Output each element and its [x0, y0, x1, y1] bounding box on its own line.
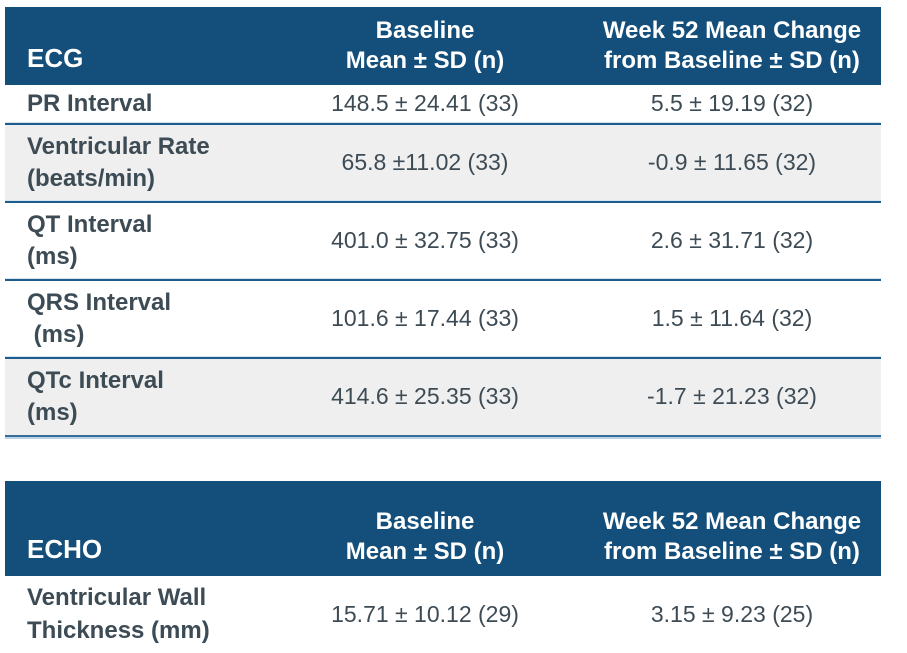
col-header-week52-change: Week 52 Mean Change from Baseline ± SD (… — [602, 16, 862, 75]
week52-value: 1.5 ± 11.64 (32) — [651, 305, 813, 332]
row-label: Ventricular Rate (beats/min) — [27, 132, 210, 192]
ecg-table: ECG Baseline Mean ± SD (n) Week 52 Mean … — [5, 7, 881, 437]
table-row: QRS Interval (ms) 101.6 ± 17.44 (33) 1.5… — [5, 279, 881, 357]
row-label: QRS Interval (ms) — [27, 288, 172, 348]
baseline-value: 148.5 ± 24.41 (33) — [331, 90, 519, 117]
row-label: QT Interval (ms) — [27, 210, 153, 270]
ecg-table-header: ECG Baseline Mean ± SD (n) Week 52 Mean … — [5, 7, 881, 85]
col-header-baseline: Baseline Mean ± SD (n) — [345, 507, 505, 566]
echo-table-header: ECHO Baseline Mean ± SD (n) Week 52 Mean… — [5, 481, 881, 576]
baseline-value: 401.0 ± 32.75 (33) — [331, 227, 519, 254]
table-row: PR Interval 148.5 ± 24.41 (33) 5.5 ± 19.… — [5, 85, 881, 123]
table-row: Ventricular Wall Thickness (mm) 15.71 ± … — [5, 576, 881, 653]
week52-value: 5.5 ± 19.19 (32) — [650, 90, 814, 117]
week52-value: 3.15 ± 9.23 (25) — [650, 600, 814, 627]
echo-table: ECHO Baseline Mean ± SD (n) Week 52 Mean… — [5, 481, 881, 653]
baseline-value: 414.6 ± 25.35 (33) — [331, 383, 519, 410]
baseline-value: 65.8 ±11.02 (33) — [341, 149, 509, 176]
week52-value: 2.6 ± 31.71 (32) — [650, 227, 814, 254]
table-row: Ventricular Rate (beats/min) 65.8 ±11.02… — [5, 123, 881, 201]
table-row: QT Interval (ms) 401.0 ± 32.75 (33) 2.6 … — [5, 201, 881, 279]
col-header-week52-change: Week 52 Mean Change from Baseline ± SD (… — [602, 507, 862, 566]
table-row: QTc Interval (ms) 414.6 ± 25.35 (33) -1.… — [5, 357, 881, 435]
ecg-table-title: ECG — [27, 42, 84, 73]
week52-value: -0.9 ± 11.65 (32) — [647, 149, 817, 176]
baseline-value: 15.71 ± 10.12 (29) — [331, 600, 519, 627]
row-label: QTc Interval (ms) — [27, 366, 164, 426]
row-label: PR Interval — [27, 89, 153, 117]
col-header-baseline: Baseline Mean ± SD (n) — [345, 16, 505, 75]
echo-table-title: ECHO — [27, 533, 103, 564]
row-label: Ventricular Wall Thickness (mm) — [27, 584, 210, 644]
week52-value: -1.7 ± 21.23 (32) — [647, 383, 817, 410]
baseline-value: 101.6 ± 17.44 (33) — [331, 305, 519, 332]
